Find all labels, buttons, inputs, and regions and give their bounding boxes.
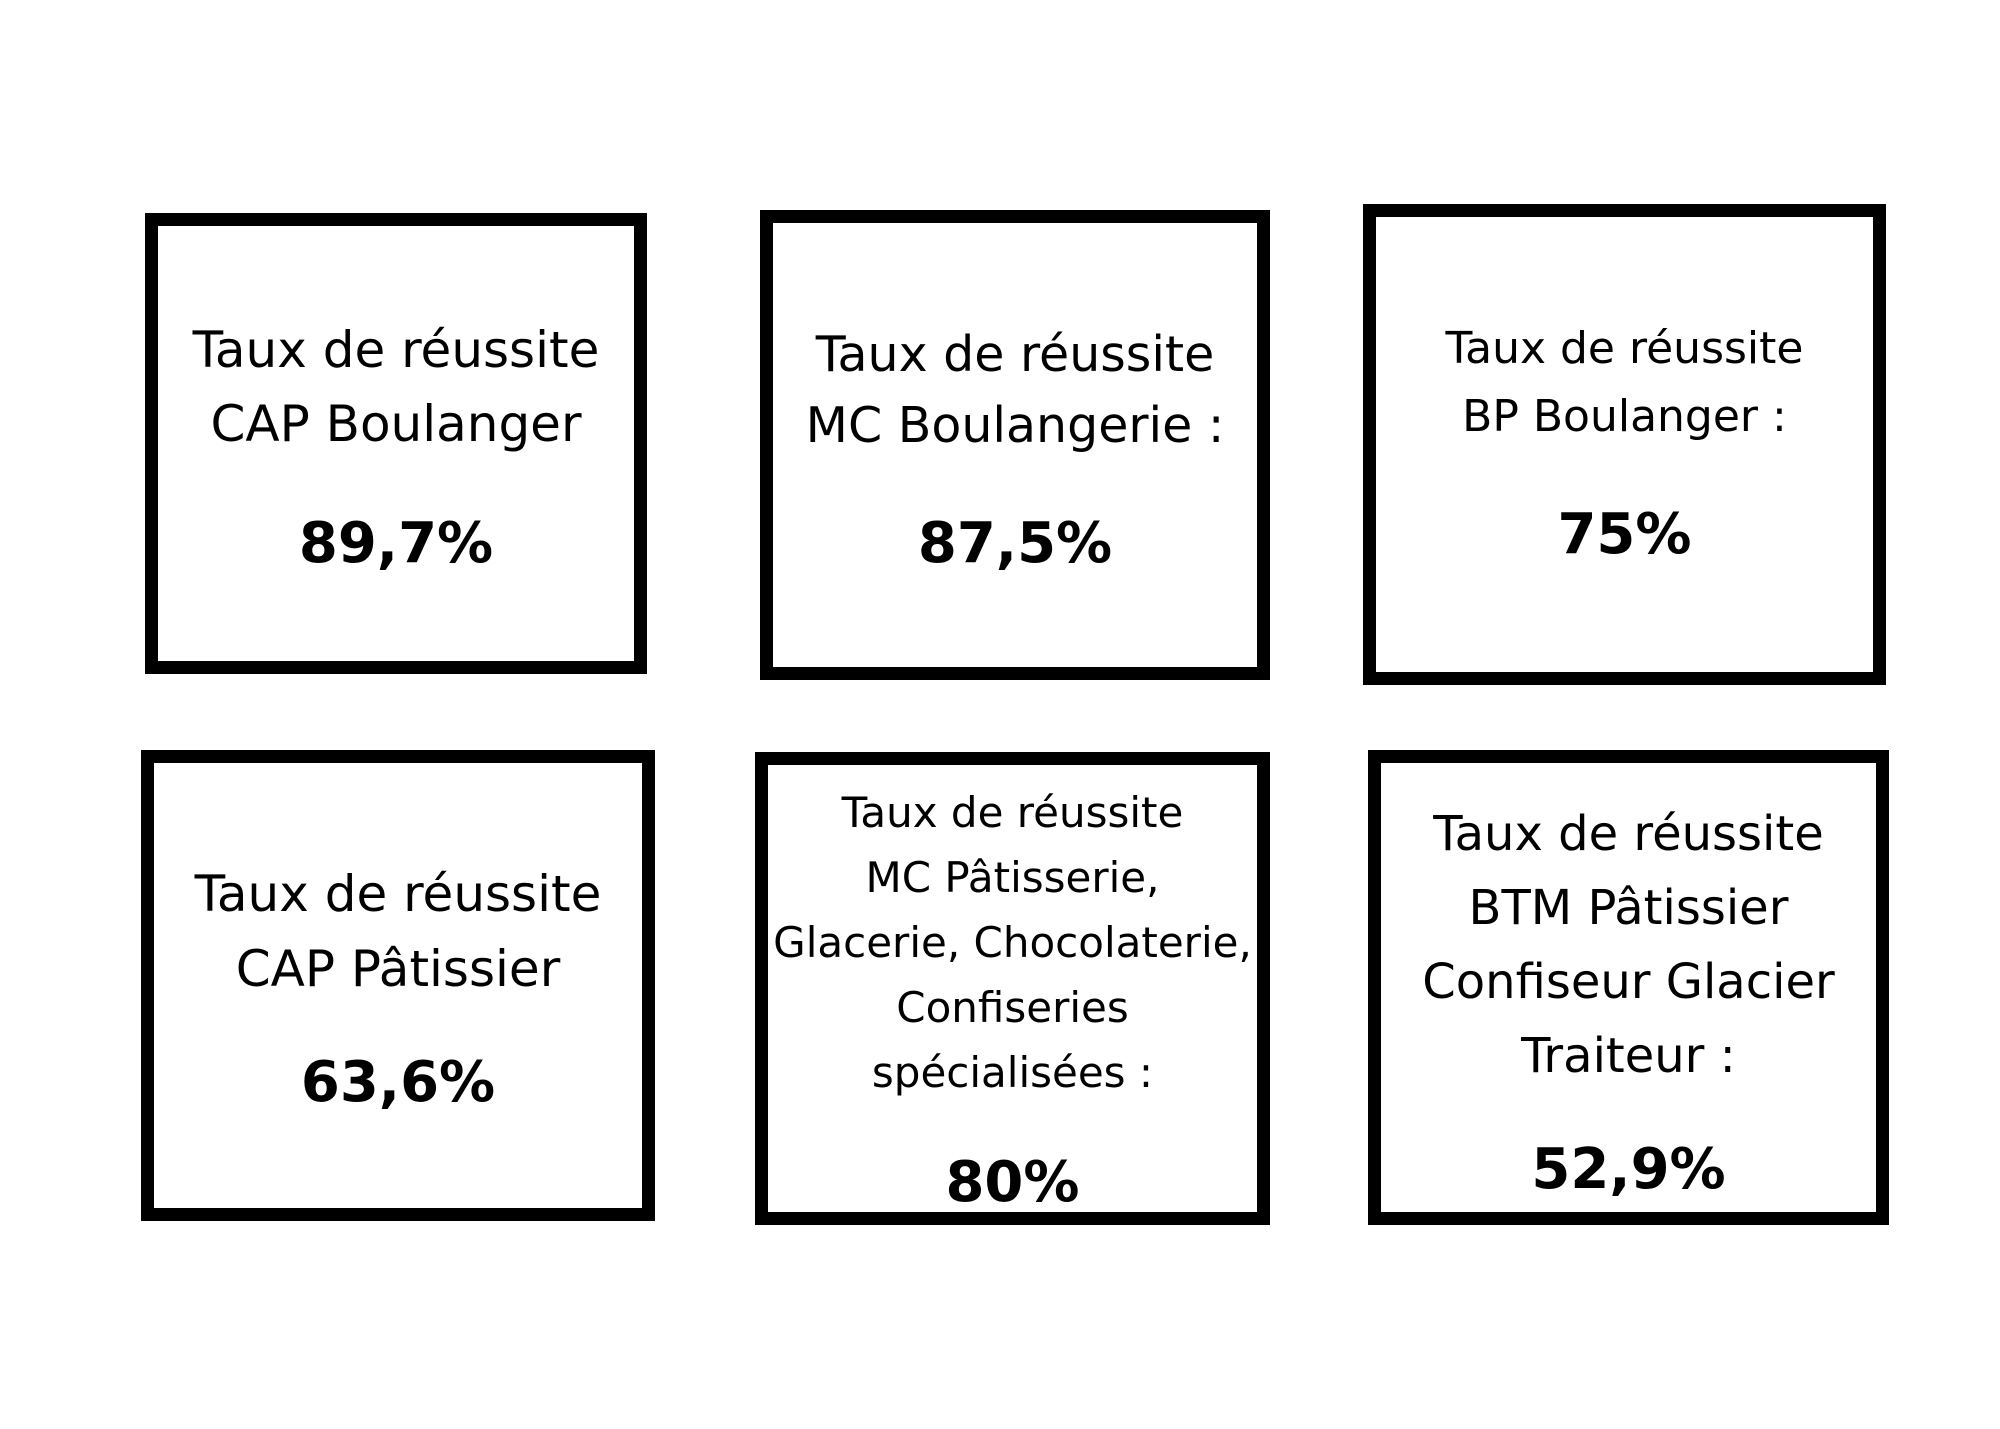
- card-label-line: BTM Pâtissier: [1468, 880, 1789, 936]
- card-label-line: Taux de réussite: [841, 788, 1184, 837]
- card-label-line: spécialisées :: [871, 1048, 1154, 1097]
- card-label-line: Taux de réussite: [1445, 323, 1804, 374]
- success-rate-value: 52,9%: [1531, 1137, 1726, 1202]
- card-label-line: Glacerie, Chocolaterie,: [773, 918, 1252, 967]
- success-rate-card-mc-boulangerie: Taux de réussite MC Boulangerie : 87,5%: [760, 210, 1270, 680]
- success-rate-value: 89,7%: [298, 511, 494, 576]
- success-rate-card-mc-patisserie: Taux de réussite MC Pâtisserie, Glacerie…: [755, 752, 1270, 1225]
- card-label-line: Taux de réussite: [192, 321, 600, 379]
- card-label-line: CAP Pâtissier: [235, 940, 561, 998]
- success-rate-value: 87,5%: [917, 511, 1113, 576]
- card-label-line: BP Boulanger :: [1462, 391, 1787, 442]
- success-rate-card-cap-boulanger: Taux de réussite CAP Boulanger 89,7%: [145, 213, 647, 674]
- card-label-line: MC Boulangerie :: [805, 397, 1225, 454]
- success-rate-value: 80%: [945, 1150, 1080, 1215]
- card-label-line: Confiseur Glacier: [1422, 954, 1835, 1010]
- card-label-line: CAP Boulanger: [210, 395, 582, 453]
- success-rate-value: 75%: [1557, 502, 1692, 567]
- success-rate-value: 63,6%: [300, 1050, 496, 1115]
- card-label-line: Taux de réussite: [1433, 806, 1824, 862]
- success-rate-card-bp-boulanger: Taux de réussite BP Boulanger : 75%: [1363, 204, 1886, 685]
- card-label-line: MC Pâtisserie,: [865, 853, 1160, 902]
- card-label-line: Taux de réussite: [815, 326, 1215, 383]
- success-rate-card-btm-patissier: Taux de réussite BTM Pâtissier Confiseur…: [1368, 750, 1889, 1225]
- card-label-line: Confiseries: [896, 983, 1129, 1032]
- card-label-line: Taux de réussite: [194, 865, 602, 923]
- success-rate-card-cap-patissier: Taux de réussite CAP Pâtissier 63,6%: [141, 750, 655, 1221]
- card-label-line: Traiteur :: [1521, 1028, 1736, 1084]
